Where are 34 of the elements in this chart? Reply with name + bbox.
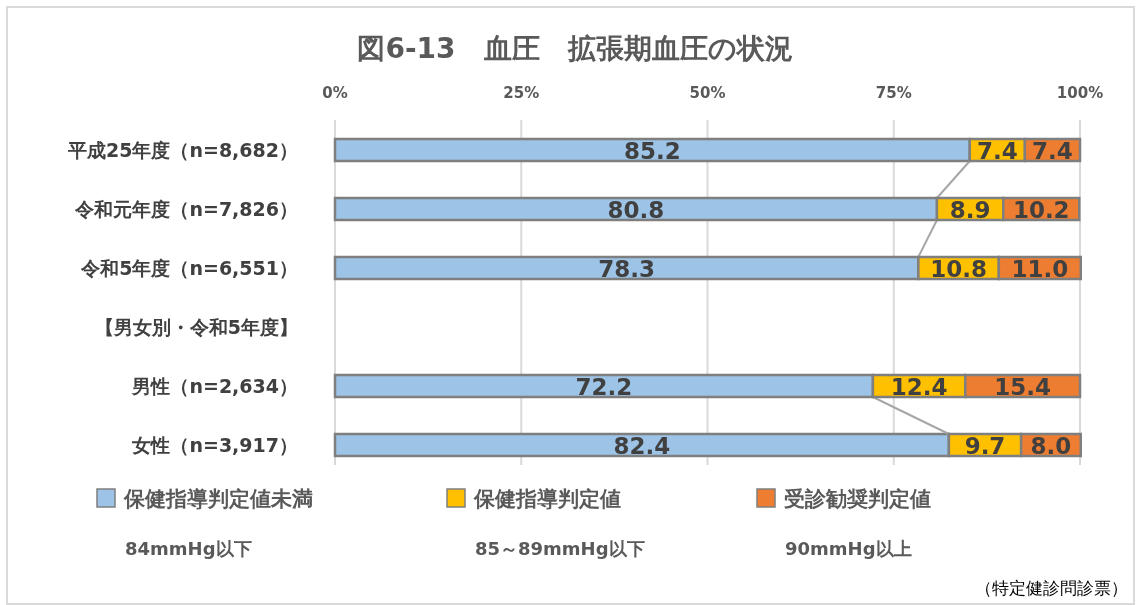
data-label: 80.8 [607,197,665,223]
data-label: 7.4 [976,138,1018,164]
y-tick-label: 女性（n=3,917） [131,434,298,456]
data-label: 85.2 [623,138,681,164]
legend-label: 保健指導判定値 [473,487,621,511]
data-label: 72.2 [575,374,633,400]
data-label: 8.9 [949,197,991,223]
data-label: 12.4 [890,374,948,400]
data-label: 10.2 [1012,197,1070,223]
y-tick-label: 令和5年度（n=6,551） [80,257,298,279]
text: 84mmHg以下 [125,538,252,559]
data-label: 78.3 [598,256,656,282]
text: （特定健診問診票） [975,578,1128,598]
x-tick-label: 25% [503,84,540,102]
y-tick-label: 【男女別・令和5年度】 [94,316,298,338]
legend-label: 保健指導判定値未満 [123,487,313,511]
data-label: 10.8 [930,256,987,282]
y-tick-label: 男性（n=2,634） [131,375,298,397]
text: 85～89mmHg以下 [475,538,645,559]
y-tick-label: 平成25年度（n=8,682） [67,139,298,161]
data-label: 82.4 [613,433,671,459]
x-tick-label: 75% [875,84,912,102]
x-tick-label: 100% [1056,84,1104,102]
y-tick-label: 令和元年度（n=7,826） [74,198,298,220]
data-label: 9.7 [964,433,1006,459]
chart-title: 図6-13 血圧 拡張期血圧の状況 [357,32,793,65]
data-label: 15.4 [994,374,1052,400]
x-tick-label: 0% [322,84,348,102]
x-tick-label: 50% [689,84,726,102]
data-label: 7.4 [1032,138,1073,164]
data-label: 8.0 [1030,433,1072,459]
data-label: 11.0 [1011,256,1069,282]
legend-label: 受診勧奨判定値 [784,487,931,511]
text: 90mmHg以上 [785,538,912,559]
